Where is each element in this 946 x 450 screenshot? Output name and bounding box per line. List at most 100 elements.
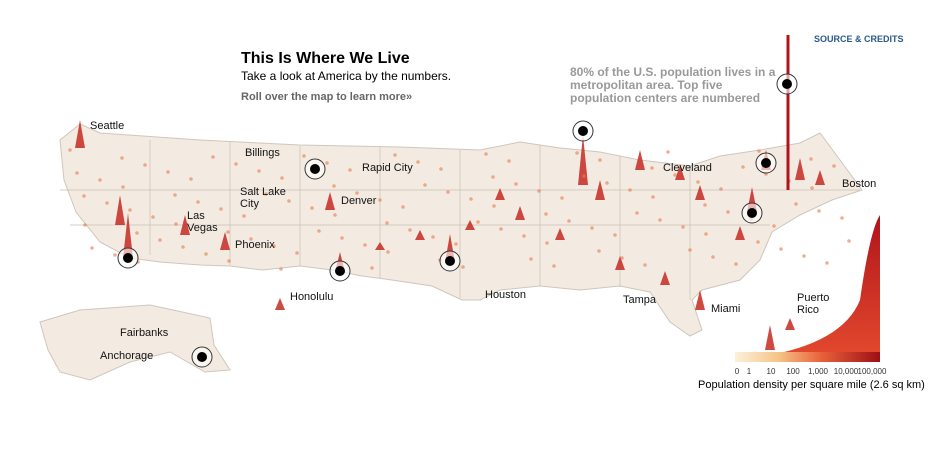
density-spike [695, 290, 705, 310]
density-dot [173, 193, 177, 197]
density-dot [174, 222, 178, 226]
population-marker[interactable] [329, 260, 351, 282]
density-dot [302, 154, 306, 158]
population-spikes [68, 120, 851, 350]
density-spike [465, 220, 475, 230]
density-spike [660, 271, 670, 285]
density-dot [817, 209, 821, 213]
density-dot [825, 261, 829, 265]
density-dot [590, 226, 594, 230]
density-dot [135, 231, 139, 235]
note-line: metropolitan area. Top five [570, 78, 723, 92]
density-dot [809, 157, 813, 161]
population-marker[interactable] [191, 346, 213, 368]
marker-dot [197, 352, 207, 362]
population-marker[interactable] [776, 73, 798, 95]
density-dot [666, 150, 670, 154]
density-dot [598, 158, 602, 162]
density-spike [275, 298, 285, 310]
state-borders [60, 140, 860, 300]
density-dot [810, 186, 814, 190]
population-marker[interactable] [117, 247, 139, 269]
legend-tick-label: 0 [735, 367, 740, 376]
density-dot [82, 194, 86, 198]
population-marker[interactable] [741, 202, 763, 224]
density-dot [370, 266, 374, 270]
density-dot [492, 204, 496, 208]
density-dot [416, 160, 420, 164]
density-dot [772, 224, 776, 228]
city-label: Anchorage [100, 350, 153, 362]
density-dot [529, 257, 533, 261]
alaska [39, 304, 231, 381]
source-credits[interactable]: SOURCE & CREDITS [814, 34, 904, 44]
city-label: Puerto [797, 292, 829, 304]
density-dot [249, 237, 253, 241]
density-dot [166, 170, 170, 174]
density-dot [272, 244, 276, 248]
density-dot [605, 181, 609, 185]
density-spike [123, 213, 133, 258]
legend-tick-label: 10 [767, 367, 776, 376]
density-spike [375, 242, 385, 250]
marker-dot [761, 158, 771, 168]
city-label: Seattle [90, 120, 124, 132]
density-dot [658, 218, 662, 222]
density-dot [340, 236, 344, 240]
marker-dot [310, 164, 320, 174]
density-dot [378, 198, 382, 202]
density-dot [757, 149, 761, 153]
density-dot [719, 187, 723, 191]
city-label: Rapid City [362, 162, 413, 174]
density-dot [189, 177, 193, 181]
density-spike [75, 120, 85, 148]
density-dot [431, 235, 435, 239]
population-marker[interactable] [439, 250, 461, 272]
legend-spike [735, 215, 880, 360]
density-spike [815, 170, 825, 185]
city-label: Miami [711, 303, 740, 315]
title: This Is Where We Live [241, 50, 410, 67]
density-spike [785, 318, 795, 330]
density-dot [522, 234, 526, 238]
population-marker[interactable] [572, 120, 594, 142]
city-label: Vegas [187, 222, 218, 234]
density-dot [741, 165, 745, 169]
legend-tick-label: 1 [747, 367, 752, 376]
density-dot [499, 227, 503, 231]
density-dot [423, 183, 427, 187]
legend-title: Population density per square mile (2.6 … [698, 379, 925, 391]
density-dot [552, 264, 556, 268]
instruction[interactable]: Roll over the map to learn more» [241, 91, 412, 103]
population-marker[interactable] [304, 158, 326, 180]
density-dot [597, 249, 601, 253]
density-dot [348, 168, 352, 172]
density-dot [325, 161, 329, 165]
density-spike [515, 206, 525, 220]
density-dot [264, 192, 268, 196]
density-dot [696, 180, 700, 184]
city-label: Las [187, 210, 205, 222]
density-dot [280, 176, 284, 180]
density-dot [363, 243, 367, 247]
density-spike [595, 180, 605, 200]
density-dot [181, 245, 185, 249]
density-spike [325, 192, 335, 210]
density-dot [673, 173, 677, 177]
city-label: Rico [797, 304, 819, 316]
density-dot [143, 163, 147, 167]
legend-gradient [735, 352, 880, 362]
population-marker[interactable] [755, 152, 777, 174]
density-dot [628, 188, 632, 192]
legend-tick-label: 10,000 [834, 367, 859, 376]
density-dot [204, 252, 208, 256]
density-spike [555, 228, 565, 240]
density-dot [401, 205, 405, 209]
density-dot [847, 239, 851, 243]
subtitle: Take a look at America by the numbers. [241, 69, 451, 83]
density-spike [220, 232, 230, 250]
density-spike [635, 150, 645, 170]
city-label: Honolulu [290, 291, 333, 303]
density-dot [226, 230, 230, 234]
density-spike [795, 158, 805, 180]
